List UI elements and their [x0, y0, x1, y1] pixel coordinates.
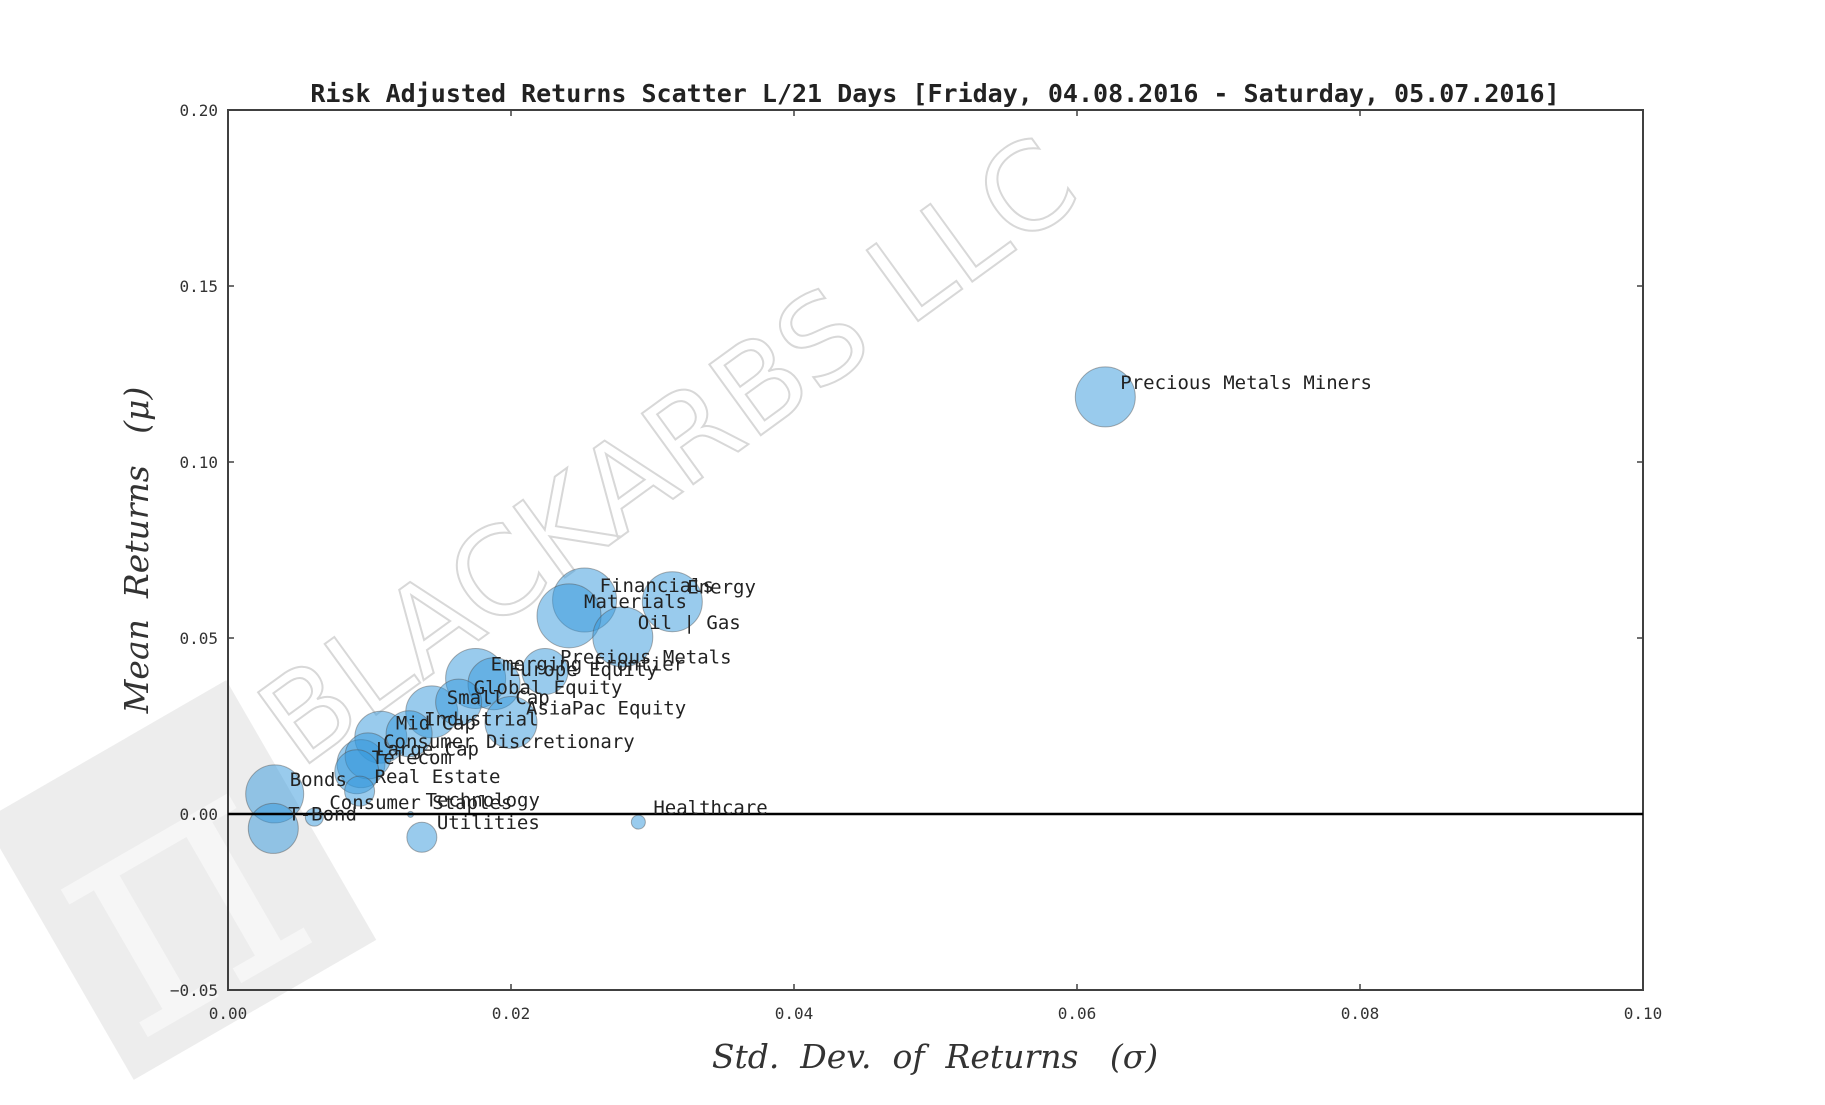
point-labels: Precious Metals Miners FinancialsEnergyMa… — [288, 372, 1372, 834]
point-label: T-Bond — [288, 803, 357, 825]
scatter-point — [536, 583, 602, 649]
y-tick-label: −0.05 — [170, 981, 218, 1000]
axes-frame — [227, 109, 1644, 991]
point-label: Europe Equity — [509, 659, 658, 681]
watermark-text: BLACKARBS LLC — [235, 111, 1101, 793]
y-tick-label: 0.15 — [179, 277, 218, 296]
scatter-point — [304, 807, 324, 827]
point-label: Utilities — [437, 812, 540, 834]
point-label: Emerging Frontier — [491, 653, 685, 675]
y-tick-label: 0.10 — [179, 453, 218, 472]
x-tick-label: 0.08 — [1341, 1004, 1380, 1023]
point-label: Small Cap — [447, 687, 550, 709]
scatter-point — [592, 606, 654, 668]
point-label: Large Cap — [376, 739, 479, 761]
scatter-point — [344, 775, 376, 807]
x-tick-label: 0.04 — [775, 1004, 814, 1023]
point-label: Healthcare — [653, 797, 767, 819]
scatter-point — [521, 647, 569, 695]
point-label: Materials — [584, 591, 687, 613]
scatter-point — [247, 802, 299, 854]
y-axis-label: Mean Returns (μ) — [117, 387, 156, 715]
point-label: Mid Cap — [396, 712, 476, 734]
point-label: Financials — [600, 575, 714, 597]
point-label: Precious Metals Miners — [1120, 372, 1372, 394]
x-tick-label: 0.00 — [209, 1004, 248, 1023]
scatter-point — [406, 821, 438, 853]
point-label: Consumer Discretionary — [383, 731, 635, 753]
x-tick-label: 0.02 — [492, 1004, 531, 1023]
point-label: AsiaPac Equity — [526, 697, 686, 719]
point-label: Global Equity — [474, 677, 623, 699]
x-axis-label: Std. Dev. of Returns (σ) — [712, 1037, 1158, 1076]
point-label: Oil | Gas — [638, 612, 741, 634]
chart-title: Risk Adjusted Returns Scatter L/21 Days … — [310, 79, 1559, 108]
point-label: Real Estate — [375, 766, 501, 788]
scatter-point — [641, 571, 703, 633]
point-label: Technology — [426, 789, 540, 811]
scatter-point — [435, 678, 483, 726]
scatter-point — [385, 710, 433, 758]
point-label: Consumer Staples — [329, 792, 512, 814]
scatter-point — [484, 695, 538, 749]
y-tick-label: 0.20 — [179, 101, 218, 120]
y-tick-label: 0.00 — [179, 805, 218, 824]
axis-ticks: 0.00 0.02 0.04 0.06 0.08 0.10 −0.05 0.00 0.05 0.1… — [170, 101, 1662, 1023]
x-tick-label: 0.06 — [1058, 1004, 1097, 1023]
scatter-points — [245, 366, 1136, 854]
point-label: Precious Metals — [560, 646, 732, 668]
point-label: Bonds — [290, 769, 347, 791]
point-label: Energy — [687, 577, 756, 599]
point-label: Industrial — [424, 709, 538, 731]
scatter-point — [1074, 366, 1136, 428]
y-tick-label: 0.05 — [179, 629, 218, 648]
x-tick-label: 0.10 — [1624, 1004, 1663, 1023]
scatter-point — [630, 814, 646, 830]
point-label: Telecom — [372, 747, 452, 769]
